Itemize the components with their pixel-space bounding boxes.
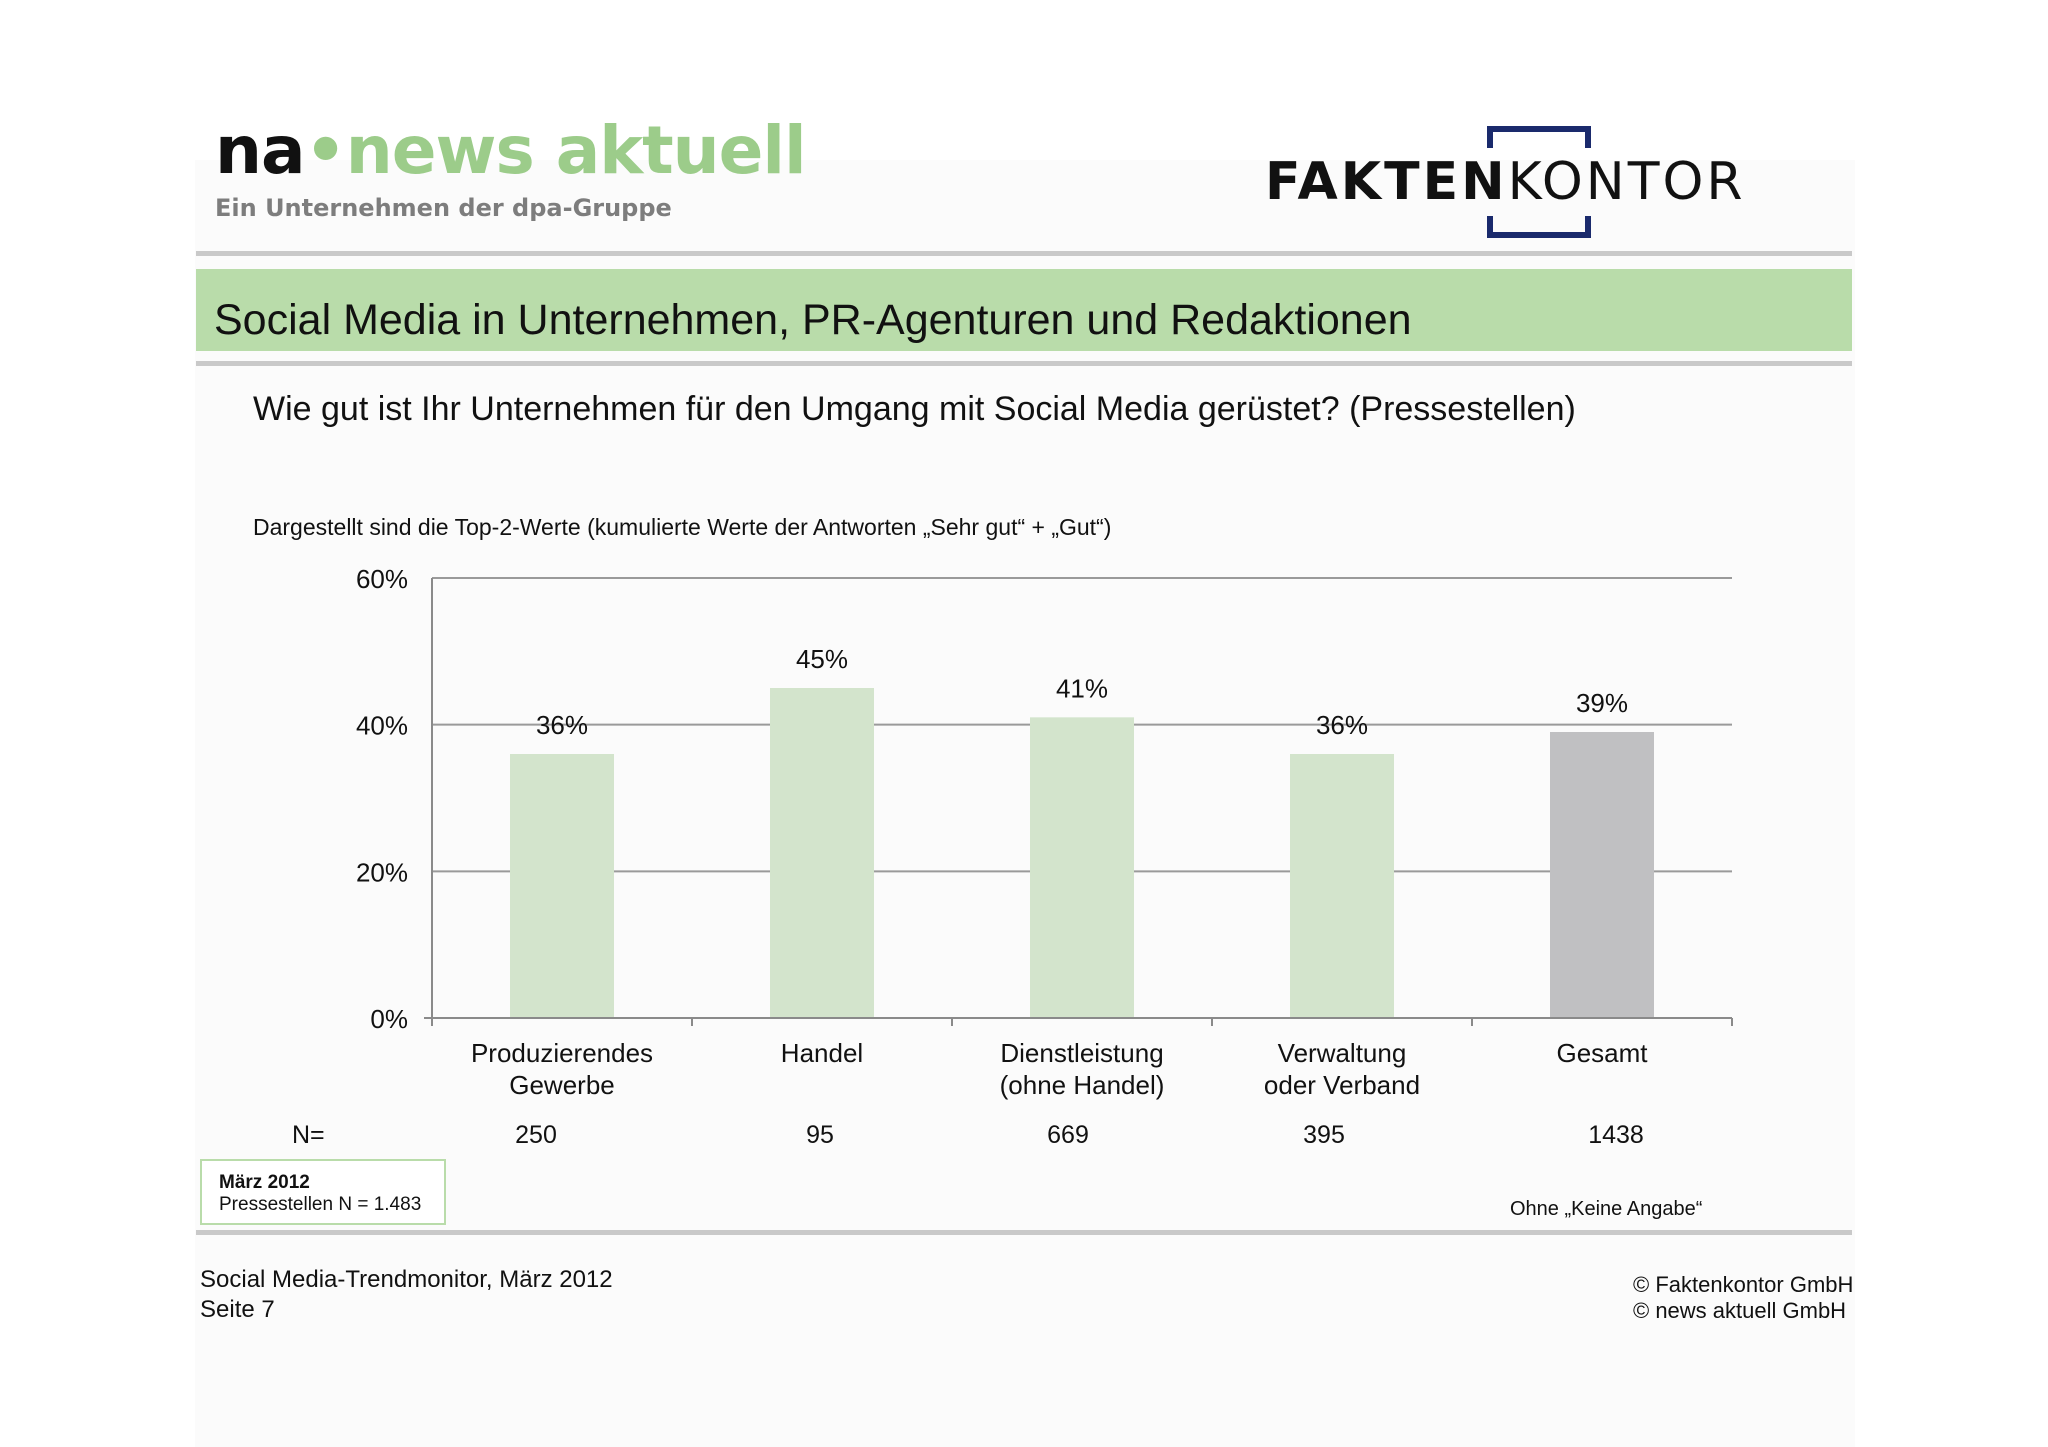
na-logo-dot: • [304, 112, 347, 189]
n-row-value: 1438 [1588, 1121, 1644, 1149]
fk-logo-bracket-bottom [1487, 216, 1591, 238]
bar [510, 754, 614, 1018]
x-tick-label: Gesamt [1556, 1038, 1648, 1068]
footer-right: © Faktenkontor GmbH © news aktuell GmbH [1633, 1272, 1853, 1324]
n-row-value: 395 [1303, 1121, 1345, 1149]
footnote: Ohne „Keine Angabe“ [1510, 1198, 1703, 1220]
chart-note: Dargestellt sind die Top-2-Werte (kumuli… [253, 514, 1112, 540]
n-row-value: 95 [806, 1121, 834, 1149]
x-tick-label: Handel [781, 1038, 863, 1068]
footer-left: Social Media-Trendmonitor, März 2012 Sei… [200, 1265, 613, 1325]
footer-page: Seite 7 [200, 1296, 275, 1323]
y-tick-label: 60% [356, 564, 408, 594]
data-label: 36% [1316, 710, 1368, 740]
footer-source: Social Media-Trendmonitor, März 2012 [200, 1266, 613, 1293]
title-divider [196, 361, 1852, 366]
x-tick-label: Verwaltung [1278, 1038, 1407, 1068]
fk-logo-bracket-top [1487, 126, 1591, 148]
title-band [196, 269, 1852, 351]
x-tick-label: (ohne Handel) [1000, 1070, 1165, 1100]
survey-question: Wie gut ist Ihr Unternehmen für den Umga… [253, 390, 1576, 428]
y-tick-label: 0% [370, 1004, 408, 1034]
y-tick-label: 20% [356, 857, 408, 887]
na-logo-tagline: Ein Unternehmen der dpa-Gruppe [215, 194, 672, 222]
info-box-date: März 2012 [219, 1172, 310, 1193]
bar [1290, 754, 1394, 1018]
n-row-label: N= [292, 1121, 325, 1149]
footer-copyright-newsaktuell: © news aktuell GmbH [1633, 1298, 1847, 1323]
faktenkontor-logo: FAKTENKONTOR [1265, 126, 1825, 238]
bar [770, 688, 874, 1018]
news-aktuell-logo: na•news aktuell Ein Unternehmen der dpa-… [215, 118, 807, 223]
data-label: 39% [1576, 688, 1628, 718]
y-tick-label: 40% [356, 711, 408, 741]
x-tick-label: oder Verband [1264, 1070, 1420, 1100]
na-logo-brand: news aktuell [345, 112, 807, 189]
x-tick-label: Dienstleistung [1000, 1038, 1163, 1068]
n-row-value: 669 [1047, 1121, 1089, 1149]
footer-divider [196, 1230, 1852, 1235]
info-box: März 2012 Pressestellen N = 1.483 [200, 1159, 446, 1225]
info-box-sample: Pressestellen N = 1.483 [219, 1194, 422, 1215]
bar [1030, 717, 1134, 1018]
na-logo-prefix: na [215, 112, 306, 189]
x-tick-label: Gewerbe [509, 1070, 615, 1100]
data-label: 45% [796, 644, 848, 674]
data-label: 41% [1056, 673, 1108, 703]
footer-copyright-faktenkontor: © Faktenkontor GmbH [1633, 1272, 1854, 1297]
x-tick-label: Produzierendes [471, 1038, 653, 1068]
n-row-value: 250 [515, 1121, 557, 1149]
fk-logo-light: KONTOR [1507, 152, 1746, 212]
bar [1550, 732, 1654, 1018]
slide-title: Social Media in Unternehmen, PR-Agenture… [214, 296, 1412, 344]
fk-logo-bold: FAKTEN [1265, 152, 1508, 212]
header-divider [196, 251, 1852, 256]
data-label: 36% [536, 710, 588, 740]
